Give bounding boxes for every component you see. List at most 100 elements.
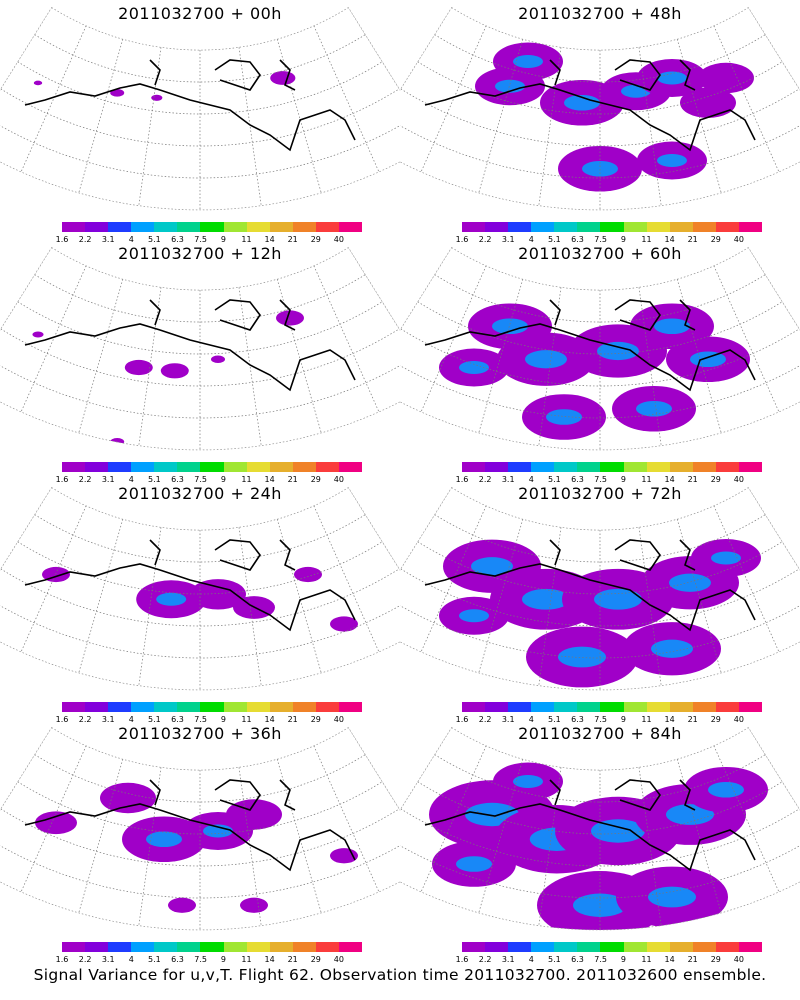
colorbar-swatch <box>669 462 693 472</box>
colorbar-tick-label: 4 <box>528 955 534 964</box>
colorbar-swatch <box>223 222 247 232</box>
latitude-line <box>400 595 800 659</box>
longitude-line <box>478 519 524 674</box>
latitude-line <box>0 808 400 867</box>
projection-map <box>400 247 800 451</box>
coastline <box>24 299 356 392</box>
variance-region <box>330 848 358 864</box>
colorbar-labels: 1.6 2.2 3.1 4 5.1 6.3 7.5 9 11 14 21 29 40 <box>456 955 762 967</box>
longitude-line <box>0 247 52 384</box>
projection-map <box>0 487 400 691</box>
colorbar-tick-label: 1.6 <box>55 235 69 244</box>
colorbar-swatch <box>269 462 293 472</box>
variance-core <box>492 318 528 335</box>
forecast-panel: 2011032700 + 00h 1.6 2.2 3.1 4 5.1 6.3 7.5 9 11 14… <box>0 0 400 244</box>
longitude-line <box>400 487 452 624</box>
colorbar-swatch <box>531 462 555 472</box>
longitude-line <box>20 505 87 653</box>
colorbar-tick-label: 11 <box>241 715 252 724</box>
variance-region <box>151 94 163 101</box>
longitude-line <box>638 527 662 686</box>
colorbar-tick-label: 14 <box>664 235 675 244</box>
longitude-line <box>138 47 162 206</box>
colorbar <box>462 702 763 712</box>
variance-core <box>456 856 492 872</box>
variance-region <box>35 811 77 835</box>
colorbar-tick-label: 2.2 <box>478 475 492 484</box>
colorbar-tick-label: 6.3 <box>171 955 184 964</box>
variance-region <box>32 331 44 338</box>
longitude-line <box>78 759 124 914</box>
forecast-panel: 2011032700 + 60h 1.6 2.2 3.1 4 5.1 6.3 7.5 9 11 14… <box>400 240 800 484</box>
longitude-line <box>478 759 524 914</box>
longitude-line <box>238 47 262 206</box>
variance-core <box>203 824 233 838</box>
map-boundary <box>0 247 400 451</box>
colorbar-tick-label: 1.6 <box>455 475 469 484</box>
panel-title: 2011032700 + 72h <box>518 484 682 503</box>
panel-title: 2011032700 + 00h <box>118 4 282 23</box>
colorbar-swatch <box>692 222 716 232</box>
longitude-line <box>538 47 562 206</box>
colorbar-swatch <box>292 222 316 232</box>
colorbar-tick-label: 14 <box>264 955 275 964</box>
colorbar-tick-label: 21 <box>287 475 298 484</box>
colorbar-swatch <box>462 702 486 712</box>
latitude-line <box>451 727 749 771</box>
colorbar-tick-label: 9 <box>220 475 226 484</box>
colorbar-tick-label: 21 <box>687 235 698 244</box>
map-boundary <box>0 487 400 691</box>
colorbar <box>62 942 363 952</box>
longitude-line <box>20 745 87 893</box>
latitude-line <box>451 7 749 51</box>
latitude-line <box>0 355 400 419</box>
colorbar-tick-label: 14 <box>664 715 675 724</box>
colorbar-swatch <box>554 702 578 712</box>
colorbar-swatch <box>338 462 363 472</box>
longitude-line <box>420 265 487 413</box>
colorbar-tick-label: 2.2 <box>78 475 92 484</box>
colorbar-swatch <box>62 942 86 952</box>
colorbar-swatch <box>200 462 224 472</box>
colorbar-tick-label: 5.1 <box>548 235 561 244</box>
longitude-line <box>313 265 380 413</box>
colorbar-tick-label: 7.5 <box>194 475 207 484</box>
colorbar-swatch <box>577 462 601 472</box>
panel-title: 2011032700 + 12h <box>118 244 282 263</box>
colorbar-tick-label: 1.6 <box>455 235 469 244</box>
latitude-line <box>0 595 400 659</box>
map-boundary <box>400 247 800 451</box>
longitude-line <box>276 39 322 194</box>
colorbar-tick-label: 29 <box>310 235 321 244</box>
colorbar-swatch <box>554 462 578 472</box>
longitude-line <box>638 287 662 446</box>
colorbar-tick-label: 5.1 <box>548 955 561 964</box>
colorbar-swatch <box>669 702 693 712</box>
colorbar-tick-label: 6.3 <box>571 475 584 484</box>
variance-core <box>156 592 187 606</box>
colorbar-swatch <box>715 702 739 712</box>
colorbar-tick-label: 4 <box>528 235 534 244</box>
longitude-line <box>348 487 400 624</box>
latitude-line <box>451 487 749 531</box>
colorbar-tick-label: 9 <box>620 715 626 724</box>
colorbar-swatch <box>338 222 363 232</box>
colorbar-swatch <box>292 462 316 472</box>
latitude-line <box>51 487 349 531</box>
variance-region <box>698 62 754 94</box>
longitude-line <box>676 519 722 674</box>
colorbar-swatch <box>177 702 201 712</box>
colorbar-tick-label: 7.5 <box>594 715 607 724</box>
longitude-line <box>238 527 262 686</box>
colorbar-tick-label: 3.1 <box>501 475 515 484</box>
colorbar-tick-label: 21 <box>687 475 698 484</box>
colorbar-tick-label: 40 <box>333 955 344 964</box>
longitude-line <box>348 247 400 384</box>
latitude-line <box>0 115 400 179</box>
colorbar-tick-label: 3.1 <box>101 715 115 724</box>
variance-region <box>33 80 43 86</box>
colorbar-swatch <box>269 702 293 712</box>
longitude-line <box>676 279 722 434</box>
colorbar-tick-label: 11 <box>241 235 252 244</box>
longitude-line <box>713 505 780 653</box>
